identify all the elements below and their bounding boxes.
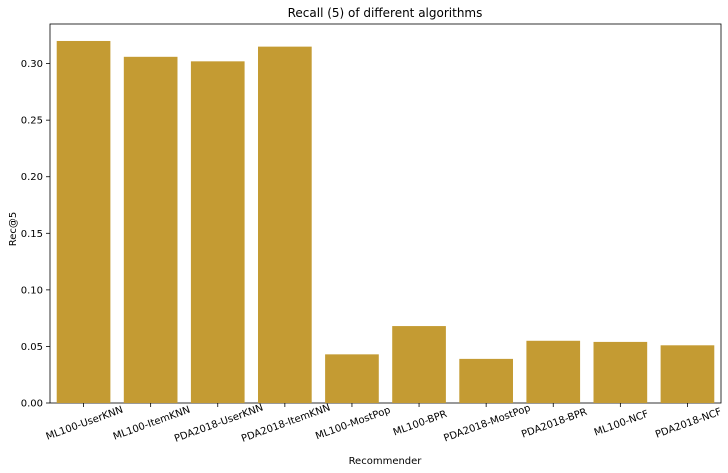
- y-axis: 0.00 0.05 0.10 0.15 0.20 0.25 0.30: [21, 59, 50, 410]
- x-tick-label: PDA2018-MostPop: [442, 403, 532, 445]
- bar-pda2018-ncf: [660, 345, 715, 403]
- y-tick-label: 0.30: [21, 59, 43, 70]
- chart-title: Recall (5) of different algorithms: [288, 6, 483, 20]
- plot-frame: [49, 23, 722, 404]
- plot-area: [49, 23, 722, 404]
- bar-ml100-ncf: [593, 341, 648, 403]
- bar-ml100-mostpop: [325, 354, 379, 403]
- x-tick-label: ML100-BPR: [392, 409, 449, 439]
- y-tick-label: 0.05: [21, 342, 43, 353]
- y-tick-label: 0.25: [21, 116, 43, 127]
- bar-pda2018-userknn: [190, 61, 245, 403]
- bar-ml100-bpr: [392, 326, 446, 403]
- bars-group: [56, 40, 715, 404]
- bar-pda2018-itemknn: [258, 46, 312, 403]
- y-axis-title: Rec@5: [8, 212, 19, 247]
- bar-ml100-userknn: [56, 40, 111, 403]
- bar-ml100-itemknn: [123, 56, 178, 404]
- bar-pda2018-bpr: [526, 340, 581, 403]
- y-tick-label: 0.00: [21, 399, 43, 410]
- y-tick-label: 0.20: [21, 172, 43, 183]
- bar-pda2018-mostpop: [459, 358, 513, 403]
- x-axis: ML100-UserKNNML100-ItemKNNPDA2018-UserKN…: [45, 402, 724, 444]
- x-tick-label: PDA2018-NCF: [654, 406, 723, 440]
- y-tick-label: 0.15: [21, 229, 43, 240]
- y-tick-label: 0.10: [21, 285, 43, 296]
- x-axis-title: Recommender: [349, 456, 423, 467]
- x-tick-label: ML100-NCF: [593, 409, 651, 439]
